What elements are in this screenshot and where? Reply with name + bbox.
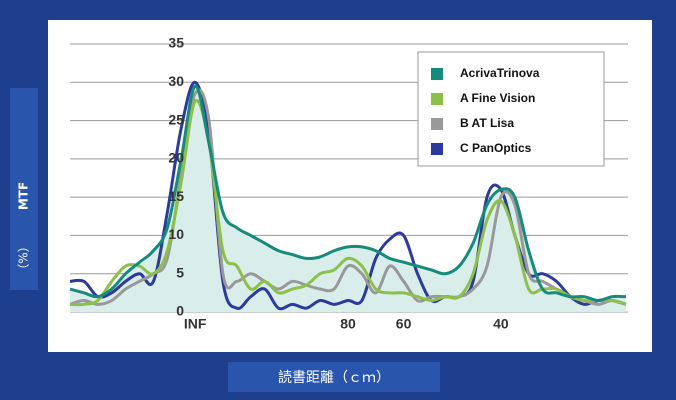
- y-axis-unit: （%）: [17, 240, 31, 275]
- legend: [417, 51, 605, 167]
- x-axis-title: 読書距離（ｃｍ）: [278, 369, 390, 386]
- y-title-box: [10, 88, 38, 290]
- legend-marker: [431, 68, 443, 80]
- legend-label: B AT Lisa: [460, 116, 514, 130]
- y-axis-title: MTF: [17, 182, 31, 210]
- area: [70, 85, 626, 313]
- y-tick-label: 15: [168, 188, 184, 204]
- x-title-box: [228, 362, 440, 392]
- legend-marker: [431, 93, 443, 105]
- y-tick-label: 30: [168, 73, 184, 89]
- legend-label: A Fine Vision: [460, 91, 535, 105]
- legend-label: AcrivaTrinova: [460, 66, 540, 80]
- y-tick-label: 25: [168, 111, 184, 127]
- y-tick-label: 0: [176, 303, 184, 319]
- x-tick-label: 40: [493, 316, 509, 332]
- y-tick-label: 5: [176, 264, 184, 280]
- legend-label: C PanOptics: [460, 141, 532, 155]
- y-tick-label: 35: [168, 35, 184, 51]
- series-line: [69, 88, 627, 306]
- legend-marker: [431, 143, 443, 155]
- series-line: [69, 84, 627, 303]
- x-tick-label: INF: [184, 316, 207, 332]
- legend-marker: [431, 118, 443, 130]
- x-tick-label: 60: [396, 316, 412, 332]
- series-line: [69, 98, 627, 307]
- y-tick-label: 20: [168, 150, 184, 166]
- y-tick-label: 10: [168, 226, 184, 242]
- x-tick-label: 80: [340, 316, 356, 332]
